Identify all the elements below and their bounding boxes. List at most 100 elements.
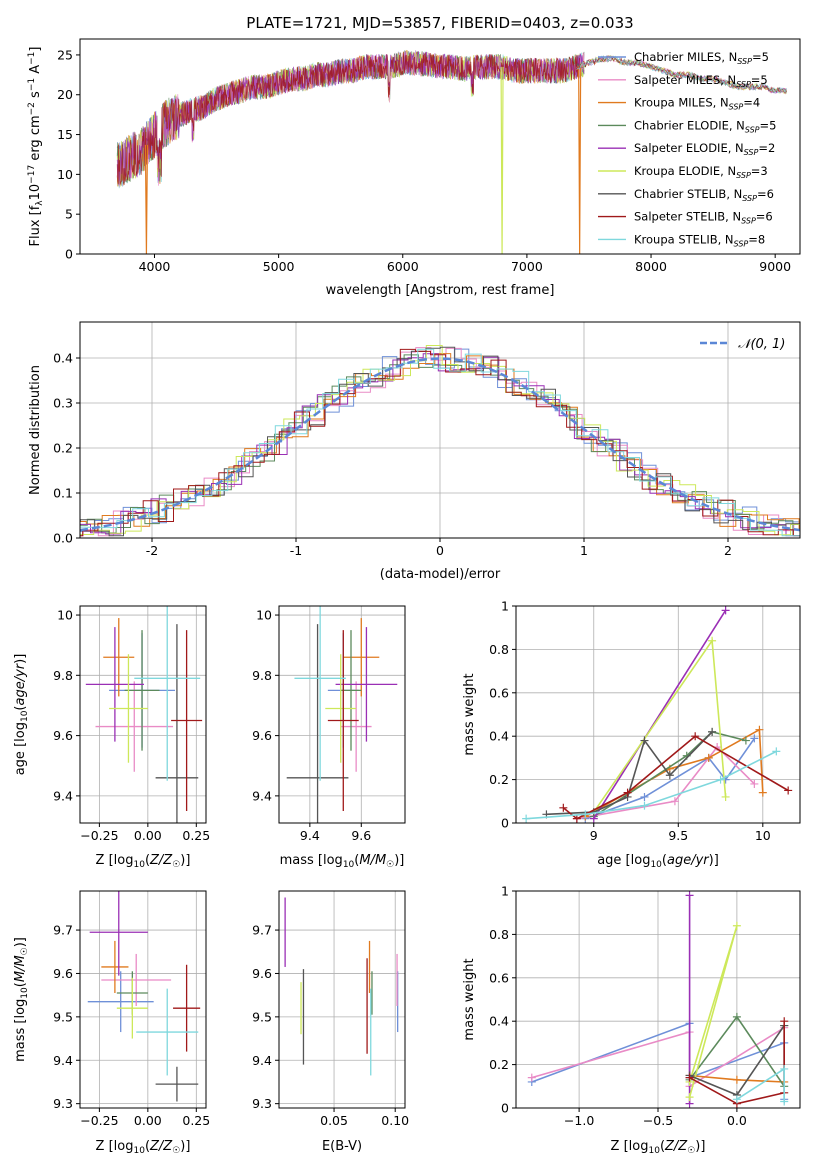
- mass-weight-vs-metallicity-panel: −1.0 −0.5 0.0 0 0.2 0.4 0.6 0.8 1 Z [log10(Z/Z☉)]…: [462, 884, 801, 1156]
- x-axis-label: Z [log10(Z/Z☉)]: [96, 853, 191, 870]
- histogram-line: [80, 354, 800, 536]
- series-line: [576, 745, 755, 820]
- data-point: [732, 1075, 741, 1084]
- x-axis-label: (data-model)/error: [380, 567, 501, 582]
- x-axis-label: Z [log10(Z/Z☉)]: [96, 1139, 191, 1156]
- legend-entry: Salpeter MILES, NSSP=5: [634, 73, 768, 89]
- legend-entry: Chabrier ELODIE, NSSP=5: [634, 118, 776, 134]
- x-tick-label: -2: [146, 543, 158, 558]
- x-tick-label: 9.4: [300, 828, 320, 843]
- y-tick-label: 0.4: [489, 729, 509, 744]
- x-tick-label: 9.5: [668, 828, 688, 843]
- y-tick-label: 1: [501, 884, 509, 899]
- mass-vs-ebv-panel: 0.05 0.10 9.3 9.4 9.5 9.6 9.7 E(B-V): [252, 890, 409, 1154]
- y-tick-label: 9.7: [53, 923, 73, 938]
- data-point: [708, 636, 717, 645]
- data-point: [623, 788, 632, 797]
- legend-entry: Kroupa STELIB, NSSP=8: [634, 232, 765, 248]
- data-point: [732, 1012, 741, 1021]
- mass-weight-vs-age-panel: 9 9.5 10 0 0.2 0.4 0.6 0.8 1 age [log10(age/yr)] m…: [462, 599, 801, 870]
- legend-entry: Kroupa MILES, NSSP=4: [634, 96, 760, 112]
- data-point: [784, 786, 793, 795]
- data-point: [708, 727, 717, 736]
- y-tick-label: 9.6: [252, 728, 272, 743]
- data-point: [721, 606, 730, 615]
- data-point: [732, 1095, 741, 1104]
- x-tick-label: 9000: [759, 259, 791, 274]
- y-tick-label: 20: [57, 87, 73, 102]
- y-tick-label: 0.8: [489, 642, 509, 657]
- data-point: [685, 1093, 694, 1102]
- data-point: [780, 1097, 789, 1106]
- x-tick-label: 0.10: [381, 1113, 409, 1128]
- y-axis-label: mass weight: [462, 958, 477, 1040]
- data-point: [721, 792, 730, 801]
- data-point: [758, 788, 767, 797]
- x-tick-label: 0.25: [182, 828, 210, 843]
- x-tick-label: −1.0: [564, 1113, 594, 1128]
- residuals-panel: -2 -1 0 1 2 0.0 0.1 0.2 0.3 0.4 𝒩(0, 1) (data-model…: [28, 321, 801, 582]
- data-point: [704, 753, 713, 762]
- legend-entry: Chabrier STELIB, NSSP=6: [634, 187, 774, 203]
- y-axis-label: mass [log10(M/M☉)]: [13, 937, 30, 1062]
- figure-title: PLATE=1721, MJD=53857, FIBERID=0403, z=0…: [246, 14, 633, 32]
- y-tick-label: 0: [501, 816, 509, 831]
- data-point: [691, 732, 700, 741]
- y-tick-label: 0.0: [53, 531, 73, 546]
- y-tick-label: 0.8: [489, 927, 509, 942]
- gaussian-curve: [79, 357, 801, 532]
- y-tick-label: 9.4: [53, 1053, 73, 1068]
- x-tick-label: 8000: [635, 259, 667, 274]
- data-point: [716, 775, 725, 784]
- y-tick-label: 9.5: [53, 1009, 73, 1024]
- y-axis-label: mass weight: [462, 673, 477, 755]
- x-tick-label: 0: [436, 543, 444, 558]
- y-tick-label: 9.4: [252, 1053, 272, 1068]
- data-point: [670, 797, 679, 806]
- y-tick-label: 9.6: [53, 966, 73, 981]
- y-tick-label: 5: [65, 207, 73, 222]
- axes-frame: [79, 605, 207, 824]
- y-tick-label: 0.2: [53, 441, 73, 456]
- x-tick-label: 6000: [387, 259, 419, 274]
- histogram-line: [80, 353, 800, 530]
- x-tick-label: 4000: [139, 259, 171, 274]
- data-point: [665, 771, 674, 780]
- x-tick-label: 0.0: [727, 1113, 747, 1128]
- x-tick-label: 0.00: [134, 828, 162, 843]
- data-point: [732, 921, 741, 930]
- axes-frame: [278, 605, 406, 824]
- y-tick-label: 9.4: [53, 788, 73, 803]
- data-point: [581, 810, 590, 819]
- y-tick-label: 0.2: [489, 1057, 509, 1072]
- y-tick-label: 0.3: [53, 396, 73, 411]
- mass-vs-metallicity-panel: −0.25 0.00 0.25 9.3 9.4 9.5 9.6 9.7 Z [log10(Z/Z…: [13, 890, 210, 1156]
- data-point: [572, 814, 581, 823]
- data-point: [755, 725, 764, 734]
- x-axis-label: wavelength [Angstrom, rest frame]: [326, 283, 555, 298]
- y-tick-label: 9.6: [53, 728, 73, 743]
- x-tick-label: 0.25: [182, 1113, 210, 1128]
- series-line: [593, 609, 727, 820]
- data-point: [522, 814, 531, 823]
- data-point: [685, 891, 694, 900]
- y-tick-label: 1: [501, 599, 509, 614]
- series-line: [689, 1021, 785, 1105]
- y-tick-label: 0.2: [489, 772, 509, 787]
- y-tick-label: 10: [256, 608, 272, 623]
- data-point: [741, 736, 750, 745]
- y-tick-label: 0.6: [489, 970, 509, 985]
- y-tick-label: 9.3: [252, 1096, 272, 1111]
- x-tick-label: -1: [290, 543, 302, 558]
- y-tick-label: 0.4: [53, 351, 73, 366]
- spectrum-panel: 4000 5000 6000 7000 8000 9000 0 5 10 15 20 25 Chabri…: [27, 38, 801, 298]
- y-tick-label: 15: [57, 127, 73, 142]
- data-point: [780, 1064, 789, 1073]
- data-point: [640, 801, 649, 810]
- legend-entry: 𝒩(0, 1): [738, 337, 785, 352]
- data-point: [772, 747, 781, 756]
- y-tick-label: 9.5: [252, 1009, 272, 1024]
- age-vs-metallicity-panel: −0.25 0.00 0.25 9.4 9.6 9.8 10 Z [log10(Z/Z☉)] a…: [13, 605, 210, 870]
- x-tick-label: 5000: [263, 259, 295, 274]
